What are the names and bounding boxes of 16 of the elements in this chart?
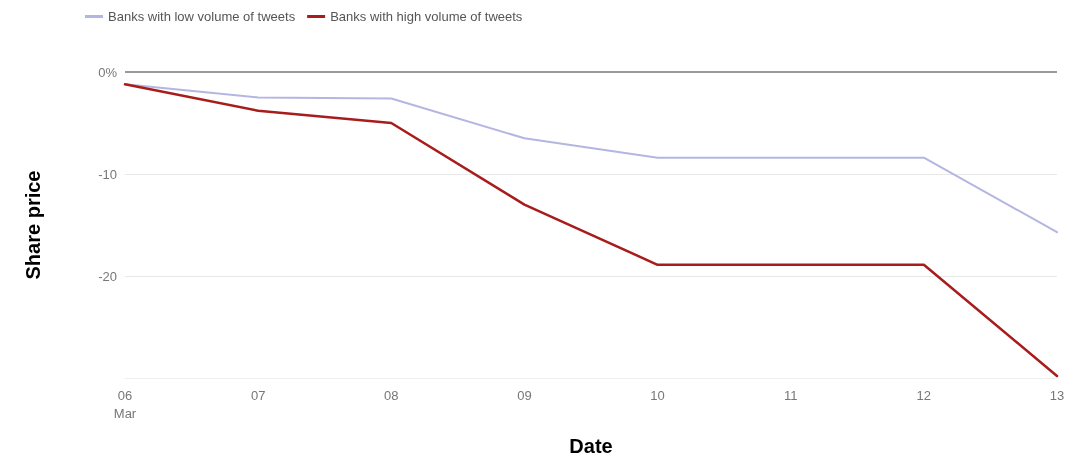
legend-label: Banks with low volume of tweets — [108, 9, 296, 24]
x-tick-label: 06 Mar — [113, 387, 137, 421]
x-axis-title: Date — [569, 435, 613, 457]
y-tick-label: 0% — [98, 64, 118, 80]
line-series — [123, 82, 1059, 378]
x-tick-label: 09 — [517, 387, 532, 403]
x-tick-label: 13 — [1049, 387, 1065, 403]
y-axis-title: Share price — [22, 170, 44, 280]
y-tick-label: -20 — [98, 268, 117, 284]
legend-label: Banks with high volume of tweets — [330, 9, 523, 24]
x-tick-label: 10 — [650, 387, 665, 403]
x-tick-label: 11 — [783, 387, 798, 403]
x-tick-label: 12 — [916, 387, 932, 403]
y-tick-label: -10 — [98, 166, 117, 182]
x-tick-label: 08 — [384, 387, 399, 403]
x-tick-label: 07 — [250, 387, 266, 403]
